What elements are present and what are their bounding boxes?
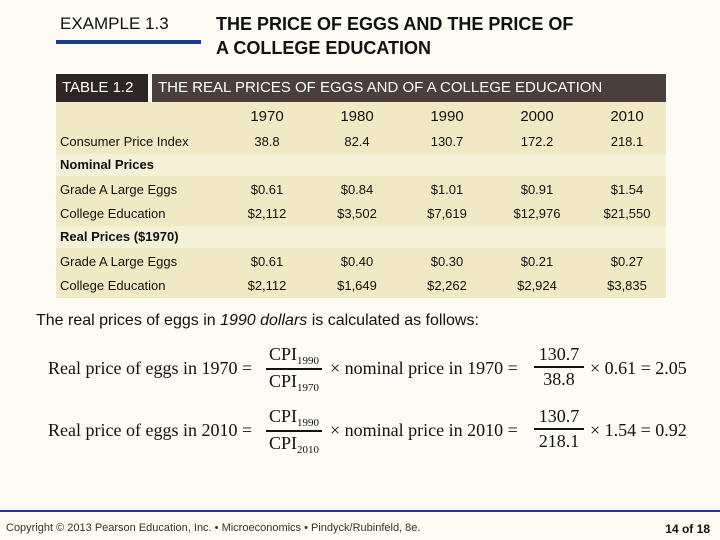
- value-fraction: 130.7 218.1: [534, 406, 584, 452]
- title-line-2: A COLLEGE EDUCATION: [216, 38, 431, 58]
- cpi-symbol: CPI: [268, 406, 297, 426]
- section-nominal: Nominal Prices: [56, 154, 666, 176]
- row-label: College Education: [60, 278, 166, 293]
- table-cell: $0.61: [250, 254, 284, 269]
- year-header-row: 1970 1980 1990 2000 2010: [56, 104, 666, 128]
- table-cell: $2,262: [427, 278, 467, 293]
- table-cell: 82.4: [344, 134, 370, 149]
- table-cell: $0.91: [520, 182, 554, 197]
- copyright-footer: Copyright © 2013 Pearson Education, Inc.…: [6, 522, 421, 534]
- year-cell: 2000: [520, 108, 554, 125]
- page-number: 14 of 18: [665, 522, 710, 536]
- table-cell: 172.2: [520, 134, 554, 149]
- year-cell: 2010: [610, 108, 644, 125]
- section-real: Real Prices ($1970): [56, 226, 666, 248]
- slide-title: THE PRICE OF EGGS AND THE PRICE OF A COL…: [216, 12, 573, 60]
- table-row: College Education $2,112 $3,502 $7,619 $…: [56, 202, 666, 226]
- fraction-denominator: CPI2010: [266, 433, 322, 456]
- cpi-symbol: CPI: [268, 344, 297, 364]
- table-cell: $1.54: [610, 182, 644, 197]
- row-label: Consumer Price Index: [60, 134, 189, 149]
- value-fraction: 130.7 38.8: [534, 344, 584, 390]
- table-cell: 130.7: [430, 134, 464, 149]
- footer-divider: [0, 510, 720, 512]
- table-cell: $0.61: [250, 182, 284, 197]
- table-tag-divider: [148, 74, 152, 102]
- table-row: College Education $2,112 $1,649 $2,262 $…: [56, 274, 666, 298]
- row-label: Grade A Large Eggs: [60, 254, 178, 269]
- equation-rhs: × 1.54 = 0.92: [590, 420, 687, 440]
- fraction-numerator: 130.7: [538, 406, 580, 426]
- fraction-denominator: 218.1: [538, 431, 580, 451]
- fraction-numerator: 130.7: [538, 344, 580, 364]
- cpi-subscript: 1970: [297, 382, 319, 394]
- year-cell: 1990: [430, 108, 464, 125]
- table-row: Grade A Large Eggs $0.61 $0.84 $1.01 $0.…: [56, 178, 666, 202]
- note-text: The real prices of eggs in: [36, 312, 221, 329]
- table-cell: $0.40: [340, 254, 374, 269]
- table-cell: $1,649: [337, 278, 377, 293]
- cpi-symbol: CPI: [268, 371, 297, 391]
- note-emphasis: 1990 dollars: [220, 312, 308, 329]
- table-cell: $2,924: [517, 278, 557, 293]
- equation-rhs: × 0.61 = 2.05: [590, 358, 687, 378]
- table-header-bar: TABLE 1.2 THE REAL PRICES OF EGGS AND OF…: [56, 74, 666, 102]
- table-cell: $2,112: [247, 206, 287, 221]
- table-cell: $0.21: [520, 254, 554, 269]
- table-tag: TABLE 1.2: [56, 74, 148, 102]
- cpi-subscript: 1990: [297, 417, 319, 429]
- table-cell: $21,550: [603, 206, 651, 221]
- table-cell: 218.1: [610, 134, 644, 149]
- table-cell: $0.84: [340, 182, 374, 197]
- fraction-bar: [266, 430, 322, 432]
- year-cell: 1970: [250, 108, 284, 125]
- equation-middle: × nominal price in 2010 =: [330, 420, 518, 440]
- fraction-denominator: 38.8: [543, 369, 575, 389]
- cpi-subscript: 1990: [297, 355, 319, 367]
- table-cell: $2,112: [247, 278, 287, 293]
- table-title: THE REAL PRICES OF EGGS AND OF A COLLEGE…: [158, 79, 603, 96]
- example-underline: [56, 40, 201, 44]
- year-cell: 1980: [340, 108, 374, 125]
- table-cell: $3,502: [337, 206, 377, 221]
- fraction-numerator: CPI1990: [266, 406, 322, 429]
- cpi-symbol: CPI: [268, 433, 297, 453]
- table-cell: $0.27: [610, 254, 644, 269]
- explanation-note: The real prices of eggs in 1990 dollars …: [36, 312, 479, 330]
- equation-lhs: Real price of eggs in 1970 =: [48, 358, 253, 378]
- fraction-bar: [534, 366, 584, 368]
- cpi-fraction: CPI1990 CPI1970: [266, 344, 322, 394]
- equation-lhs: Real price of eggs in 2010 =: [48, 420, 253, 440]
- section-label: Real Prices ($1970): [60, 229, 179, 244]
- table-cell: $12,976: [513, 206, 561, 221]
- table-cell: $7,619: [427, 206, 467, 221]
- fraction-denominator: CPI1970: [266, 371, 322, 394]
- cpi-subscript: 2010: [297, 444, 319, 456]
- equation-middle: × nominal price in 1970 =: [330, 358, 518, 378]
- note-text-end: is calculated as follows:: [307, 312, 479, 329]
- data-table: 1970 1980 1990 2000 2010 Consumer Price …: [56, 102, 666, 298]
- cpi-fraction: CPI1990 CPI2010: [266, 406, 322, 456]
- example-label: EXAMPLE 1.3: [60, 14, 169, 33]
- section-label: Nominal Prices: [60, 157, 154, 172]
- table-row: Grade A Large Eggs $0.61 $0.40 $0.30 $0.…: [56, 250, 666, 274]
- fraction-numerator: CPI1990: [266, 344, 322, 367]
- fraction-bar: [534, 428, 584, 430]
- table-cell: $1.01: [430, 182, 464, 197]
- row-label: Grade A Large Eggs: [60, 182, 178, 197]
- fraction-bar: [266, 368, 322, 370]
- title-line-1: THE PRICE OF EGGS AND THE PRICE OF: [216, 14, 574, 34]
- table-cell: $0.30: [430, 254, 464, 269]
- row-label: College Education: [60, 206, 166, 221]
- table-row-cpi: Consumer Price Index 38.8 82.4 130.7 172…: [56, 130, 666, 154]
- table-cell: $3,835: [607, 278, 647, 293]
- table-cell: 38.8: [254, 134, 280, 149]
